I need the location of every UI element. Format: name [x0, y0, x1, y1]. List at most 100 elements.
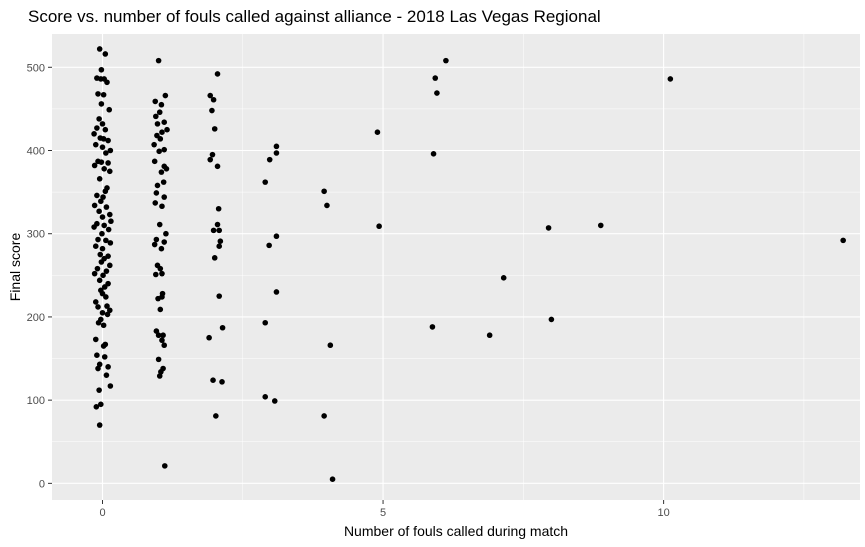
data-point — [160, 179, 167, 185]
data-point — [102, 126, 109, 133]
data-point — [155, 295, 161, 302]
data-point — [106, 211, 113, 218]
data-point — [156, 109, 163, 116]
data-point — [156, 373, 163, 379]
data-point — [500, 275, 507, 281]
data-point — [154, 182, 161, 189]
data-point — [158, 245, 165, 252]
data-point — [98, 101, 105, 107]
data-point — [486, 332, 493, 339]
data-point — [108, 218, 114, 225]
data-point — [163, 166, 170, 172]
data-point — [210, 377, 216, 383]
data-point — [153, 271, 159, 278]
plot-panel — [52, 34, 860, 500]
data-point — [95, 319, 102, 326]
data-point — [99, 309, 106, 316]
data-point — [216, 227, 223, 234]
data-point — [94, 352, 100, 359]
data-point — [207, 92, 214, 99]
data-point — [262, 394, 269, 400]
data-point — [161, 194, 168, 200]
data-point — [106, 168, 113, 175]
data-point — [211, 255, 218, 261]
data-point — [219, 379, 225, 385]
data-point — [96, 387, 102, 393]
data-point — [103, 268, 110, 274]
data-point — [152, 200, 159, 206]
data-point — [98, 159, 105, 165]
data-point — [96, 277, 103, 284]
data-point — [105, 160, 111, 166]
data-point — [104, 303, 110, 309]
data-point — [840, 237, 846, 244]
data-point — [158, 169, 165, 175]
data-point — [99, 121, 106, 127]
data-point — [94, 265, 101, 272]
data-point — [100, 322, 107, 329]
y-tick-label: 300 — [27, 229, 45, 241]
data-point — [210, 96, 217, 103]
data-point — [161, 342, 168, 349]
data-point — [157, 306, 164, 313]
data-point — [96, 422, 103, 428]
data-point — [98, 259, 105, 265]
data-point — [104, 79, 110, 86]
data-point — [597, 222, 604, 229]
data-point — [92, 141, 99, 148]
data-point — [217, 238, 224, 245]
data-point — [271, 398, 278, 404]
data-point — [101, 354, 108, 360]
x-axis-title: Number of fouls called during match — [344, 523, 568, 539]
data-point — [102, 51, 109, 57]
data-point — [151, 158, 158, 165]
data-point — [443, 57, 449, 64]
data-point — [103, 237, 109, 244]
data-point — [103, 150, 109, 156]
data-point — [210, 227, 217, 234]
data-point — [163, 230, 169, 237]
data-point — [103, 294, 109, 300]
data-point — [99, 245, 106, 252]
data-point — [153, 190, 160, 196]
data-point — [324, 202, 330, 209]
data-point — [101, 284, 108, 290]
data-points — [91, 46, 846, 482]
data-point — [98, 198, 104, 205]
data-point — [103, 204, 110, 210]
data-point — [92, 243, 99, 249]
data-point — [91, 270, 98, 277]
data-point — [95, 304, 101, 310]
data-point — [159, 270, 165, 277]
data-point — [91, 202, 98, 209]
data-point — [92, 336, 99, 343]
data-point — [95, 91, 101, 97]
data-point — [101, 166, 107, 172]
data-point — [98, 66, 105, 73]
data-point — [107, 240, 114, 246]
data-point — [216, 243, 223, 249]
y-tick-label: 0 — [39, 478, 45, 490]
data-point — [214, 71, 221, 77]
data-point — [329, 476, 336, 482]
data-point — [548, 316, 555, 323]
data-point — [107, 147, 114, 154]
data-point — [158, 101, 165, 108]
data-point — [321, 188, 327, 195]
data-point — [273, 289, 280, 295]
data-point — [327, 342, 334, 349]
data-point — [211, 126, 218, 132]
data-point — [164, 126, 170, 133]
data-point — [667, 76, 674, 82]
data-point — [266, 156, 273, 163]
y-axis-title: Final score — [7, 233, 23, 302]
data-point — [156, 148, 162, 155]
data-point — [96, 116, 102, 122]
data-point — [209, 107, 215, 114]
data-point — [157, 265, 164, 272]
data-point — [161, 119, 168, 126]
data-point — [102, 188, 109, 195]
data-point — [214, 221, 221, 228]
